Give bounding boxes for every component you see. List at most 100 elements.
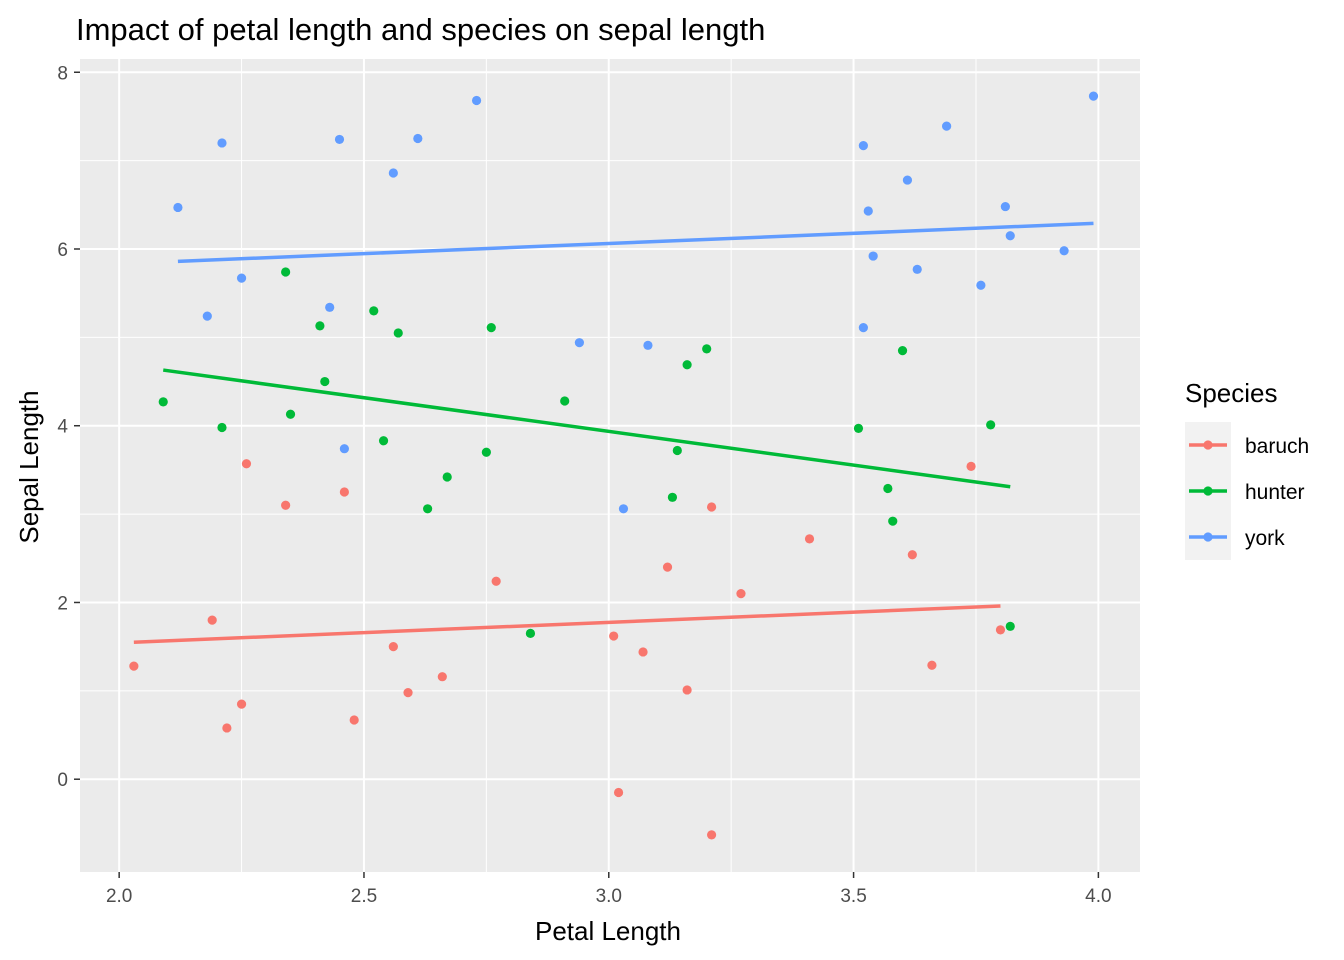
y-tick-label: 8 — [57, 63, 68, 84]
data-point-hunter — [883, 483, 893, 494]
data-point-york — [976, 280, 986, 290]
data-point-york — [618, 504, 629, 514]
data-point-york — [942, 121, 952, 131]
legend-key-point-baruch — [1203, 440, 1213, 450]
x-tick-label: 2.0 — [106, 886, 132, 907]
legend-key-point-hunter — [1203, 486, 1213, 496]
trend-line-baruch — [133, 604, 1001, 644]
y-tick-label: 0 — [57, 770, 68, 791]
data-point-baruch — [388, 642, 398, 652]
data-point-york — [1000, 201, 1010, 212]
grid-major — [80, 59, 1140, 872]
data-point-baruch — [662, 562, 673, 572]
x-tick-label: 3.5 — [840, 886, 866, 907]
data-point-york — [643, 340, 653, 350]
data-point-york — [912, 264, 922, 274]
data-point-york — [1005, 231, 1015, 241]
data-point-hunter — [525, 628, 536, 639]
data-point-baruch — [706, 502, 717, 512]
data-point-york — [413, 133, 423, 144]
plot-panel — [80, 59, 1140, 872]
x-axis-title: Petal Length — [535, 916, 681, 946]
data-point-baruch — [236, 699, 247, 709]
trend-line-york — [177, 221, 1094, 264]
y-tick-label: 2 — [57, 593, 68, 614]
data-point-york — [863, 206, 873, 216]
data-point-baruch — [339, 487, 349, 497]
data-point-york — [868, 251, 878, 261]
data-point-york — [902, 175, 913, 185]
data-point-baruch — [403, 688, 413, 698]
data-point-york — [325, 302, 335, 312]
legend-label-york: york — [1245, 527, 1285, 550]
data-point-hunter — [986, 420, 996, 430]
data-point-york — [1088, 91, 1099, 101]
x-tick-label: 2.5 — [351, 886, 377, 907]
data-point-baruch — [638, 647, 648, 657]
y-tick-label: 4 — [57, 417, 68, 438]
data-point-york — [858, 141, 868, 151]
data-point-hunter — [315, 321, 325, 331]
data-point-baruch — [281, 500, 291, 510]
chart-title: Impact of petal length and species on se… — [76, 12, 765, 47]
data-point-york — [858, 323, 868, 333]
data-point-york — [388, 168, 398, 178]
data-point-york — [334, 134, 345, 145]
data-point-baruch — [207, 615, 217, 625]
x-tick-label: 3.0 — [596, 886, 622, 907]
data-point-york — [173, 202, 183, 213]
data-point-hunter — [320, 376, 330, 387]
data-point-baruch — [609, 631, 619, 641]
data-point-hunter — [682, 360, 692, 370]
y-axis: 0 2 4 6 8 — [57, 63, 80, 791]
data-point-baruch — [241, 459, 252, 469]
data-point-baruch — [222, 723, 232, 733]
data-point-baruch — [491, 576, 501, 586]
legend-key-point-york — [1203, 532, 1213, 542]
data-point-york — [339, 444, 349, 454]
data-point-baruch — [907, 550, 917, 560]
data-point-hunter — [888, 516, 898, 526]
data-point-hunter — [378, 436, 389, 446]
data-point-baruch — [613, 787, 624, 798]
y-axis-title: Sepal Length — [14, 390, 44, 543]
data-point-york — [202, 311, 212, 321]
trend-lines — [133, 221, 1094, 644]
data-point-hunter — [285, 409, 296, 419]
data-point-hunter — [481, 447, 491, 457]
data-point-york — [1059, 246, 1069, 256]
data-point-baruch — [736, 589, 746, 599]
data-point-hunter — [486, 323, 496, 333]
data-point-hunter — [672, 445, 682, 456]
data-point-baruch — [966, 461, 976, 471]
data-point-hunter — [667, 492, 678, 502]
data-point-hunter — [158, 397, 168, 407]
data-point-hunter — [702, 344, 712, 354]
data-point-baruch — [927, 660, 937, 670]
data-point-hunter — [1005, 621, 1015, 631]
data-points — [129, 91, 1099, 840]
data-point-hunter — [281, 267, 291, 277]
data-point-baruch — [349, 715, 359, 725]
trend-line-hunter — [162, 368, 1011, 489]
x-axis: 2.0 2.5 3.0 3.5 4.0 — [106, 872, 1112, 907]
data-point-baruch — [706, 830, 717, 840]
legend: Species baruch hunter york — [1185, 378, 1309, 560]
x-tick-label: 4.0 — [1085, 886, 1111, 907]
data-point-york — [236, 273, 247, 283]
data-point-baruch — [804, 534, 815, 544]
legend-label-hunter: hunter — [1245, 481, 1305, 504]
data-point-hunter — [423, 504, 433, 514]
data-point-hunter — [442, 472, 452, 482]
data-point-hunter — [560, 396, 570, 406]
legend-title: Species — [1185, 378, 1278, 408]
data-point-york — [217, 138, 227, 148]
data-point-hunter — [897, 346, 908, 356]
data-point-hunter — [217, 422, 227, 433]
y-tick-label: 6 — [57, 240, 68, 261]
data-point-hunter — [369, 306, 379, 316]
data-point-baruch — [995, 625, 1006, 635]
data-point-york — [471, 95, 482, 106]
data-point-baruch — [682, 685, 692, 695]
